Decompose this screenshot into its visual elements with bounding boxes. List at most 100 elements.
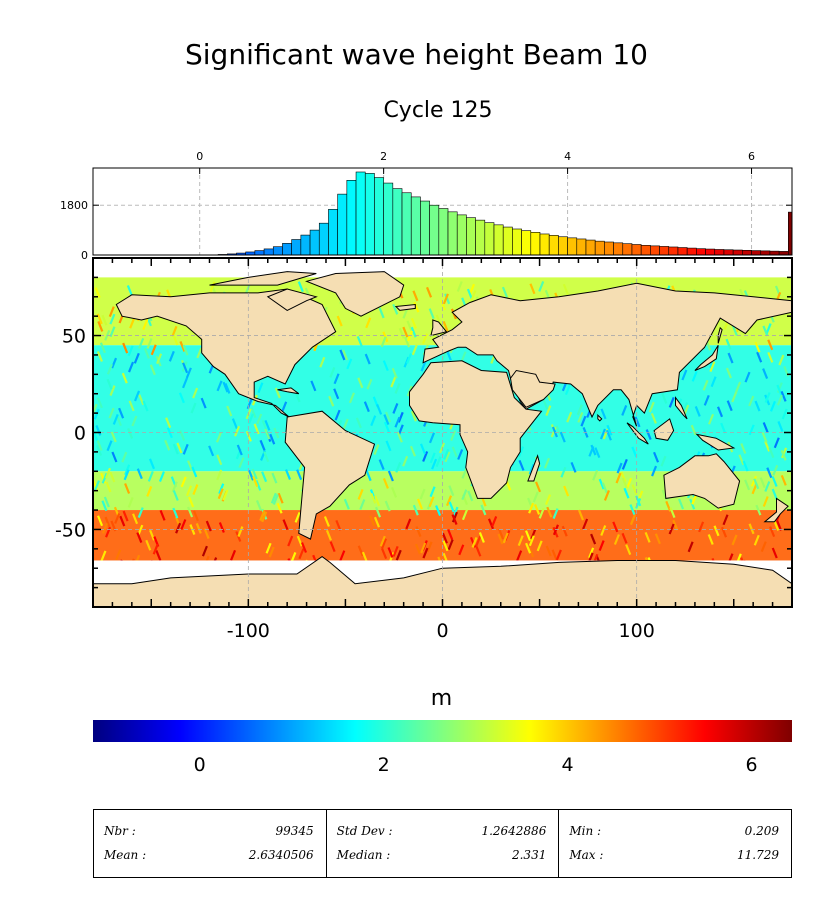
altimeter-swath — [392, 545, 399, 557]
altimeter-swath — [166, 427, 173, 439]
altimeter-swath — [101, 500, 108, 512]
histogram: 0 2 4 6 0 1800 — [60, 150, 793, 262]
land-masses — [93, 271, 792, 607]
colorbar-ticks: 0 2 4 6 — [194, 754, 758, 776]
altimeter-swath — [359, 499, 366, 510]
altimeter-swath — [744, 479, 751, 491]
chart-title: Significant wave height Beam 10 — [185, 38, 648, 71]
altimeter-swath — [631, 484, 638, 495]
altimeter-swath — [357, 489, 364, 500]
histogram-bar — [309, 229, 320, 256]
altimeter-swath — [612, 521, 619, 533]
altimeter-swath — [110, 431, 117, 443]
altimeter-swath — [750, 475, 757, 487]
altimeter-swath — [654, 533, 661, 545]
histogram-bar — [374, 177, 384, 256]
altimeter-swath — [410, 317, 417, 329]
altimeter-swath — [218, 483, 225, 495]
altimeter-swath — [257, 382, 264, 394]
histogram-bar — [668, 246, 679, 256]
histogram-bar — [530, 232, 541, 256]
map-y-tick-label: 50 — [62, 326, 86, 348]
altimeter-swath — [626, 477, 633, 489]
altimeter-swath — [237, 526, 244, 537]
altimeter-swath — [725, 338, 732, 350]
histogram-bar — [714, 249, 725, 256]
altimeter-swath — [328, 395, 335, 407]
altimeter-swath — [203, 528, 210, 539]
altimeter-swath — [384, 500, 391, 512]
altimeter-swath — [767, 339, 774, 351]
altimeter-swath — [543, 457, 550, 469]
histogram-bar — [677, 247, 688, 256]
colorbar-tick-label: 4 — [562, 754, 574, 776]
altimeter-swath — [727, 352, 734, 364]
stats-cell-range: Min : 0.209 Max : 11.729 — [559, 810, 791, 877]
altimeter-swath — [535, 481, 542, 493]
histogram-bar — [447, 211, 458, 256]
altimeter-swath — [319, 356, 326, 368]
altimeter-swath — [606, 424, 613, 436]
altimeter-swath — [621, 477, 628, 489]
altimeter-swath — [133, 352, 140, 364]
altimeter-swath — [104, 516, 111, 528]
altimeter-swath — [451, 514, 458, 525]
altimeter-swath — [498, 528, 505, 540]
altimeter-swath — [629, 504, 636, 515]
altimeter-swath — [478, 532, 485, 543]
altimeter-swath — [552, 508, 559, 519]
histogram-bar — [723, 249, 734, 256]
altimeter-swath — [415, 526, 422, 537]
altimeter-swath — [710, 376, 717, 388]
histogram-bar — [493, 224, 504, 256]
altimeter-swath — [297, 281, 304, 293]
altimeter-swath — [97, 321, 104, 332]
altimeter-swath — [529, 283, 536, 295]
altimeter-swath — [263, 451, 270, 463]
altimeter-swath — [773, 437, 780, 449]
histogram-bar — [778, 251, 789, 256]
altimeter-swath — [383, 421, 391, 433]
histogram-bar — [585, 239, 596, 256]
altimeter-swath — [660, 455, 667, 467]
altimeter-swath — [470, 290, 477, 301]
histogram-bar — [300, 234, 311, 256]
altimeter-swath — [576, 404, 583, 416]
altimeter-swath — [342, 349, 349, 361]
altimeter-swath — [764, 392, 771, 403]
altimeter-swath — [142, 400, 149, 412]
histogram-bar — [328, 209, 338, 256]
altimeter-swath — [172, 490, 179, 501]
altimeter-swath — [776, 520, 783, 531]
altimeter-swath — [582, 518, 589, 530]
altimeter-swath — [721, 526, 728, 538]
altimeter-swath — [428, 496, 435, 508]
histogram-bar — [383, 182, 394, 256]
altimeter-swath — [428, 432, 436, 444]
altimeter-swath — [380, 538, 387, 550]
altimeter-swath — [420, 542, 427, 554]
altimeter-swath — [501, 286, 508, 298]
altimeter-swath — [392, 303, 399, 315]
altimeter-swath — [134, 390, 141, 402]
altimeter-swath — [668, 396, 675, 408]
altimeter-swath — [420, 360, 427, 372]
altimeter-swath — [708, 413, 715, 425]
altimeter-swath — [108, 407, 115, 419]
altimeter-swath — [245, 430, 252, 442]
altimeter-swath — [103, 496, 110, 508]
altimeter-swath — [105, 526, 112, 538]
altimeter-swath — [528, 546, 535, 558]
altimeter-swath — [284, 469, 292, 480]
histogram-bars — [217, 171, 793, 256]
altimeter-swath — [391, 486, 398, 498]
histogram-bar — [576, 238, 587, 256]
altimeter-swath — [152, 543, 159, 555]
altimeter-swath — [544, 494, 552, 506]
altimeter-swath — [590, 533, 597, 545]
altimeter-swath — [185, 485, 193, 497]
altimeter-swath — [551, 549, 558, 561]
histogram-bar — [742, 249, 752, 256]
altimeter-swath — [335, 519, 342, 531]
altimeter-swath — [545, 405, 552, 417]
